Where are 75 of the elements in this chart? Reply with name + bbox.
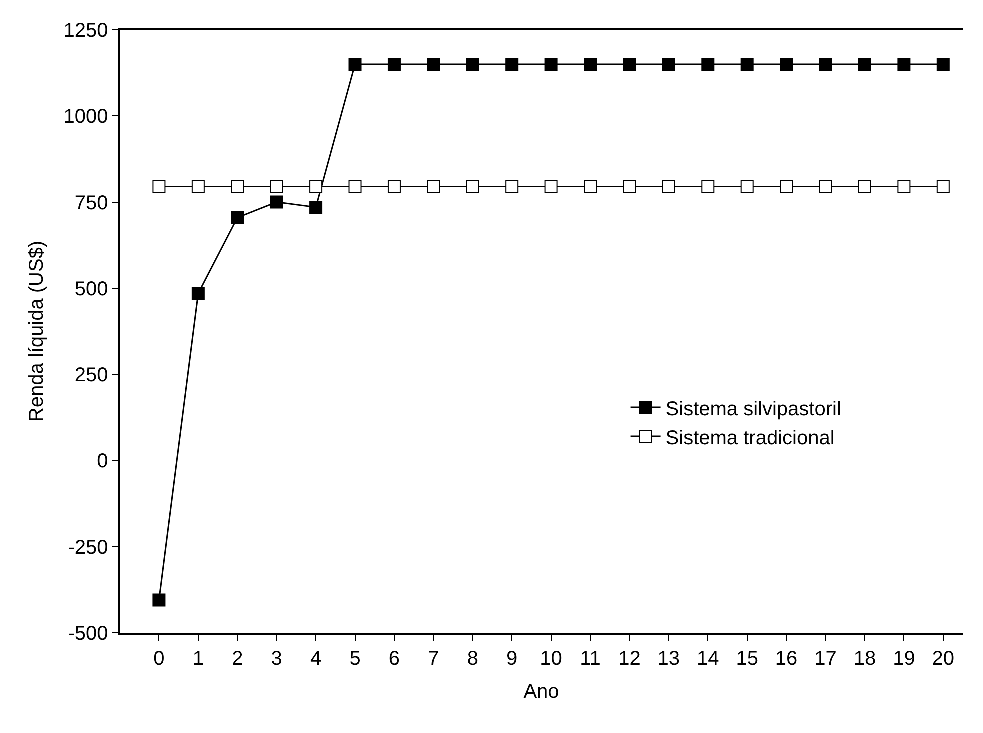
point: [310, 200, 323, 214]
point: [310, 180, 323, 194]
point: [192, 287, 205, 300]
x-tick-label: 0: [154, 648, 165, 670]
x-tick-label: 17: [814, 648, 837, 670]
point: [936, 58, 950, 71]
x-tick-label: 2: [232, 648, 244, 670]
point: [740, 180, 754, 194]
x-axis-title: Ano: [524, 680, 560, 703]
x-tick-label: 13: [658, 648, 680, 670]
point: [858, 180, 872, 194]
x-tick-label: 18: [854, 648, 876, 670]
point: [270, 196, 284, 209]
y-tick-label: 0: [97, 450, 108, 473]
y-tick-label: -250: [68, 536, 108, 559]
y-axis-title: Renda líquida (US$): [26, 240, 48, 422]
point: [584, 58, 598, 71]
x-tick-label: 12: [618, 648, 641, 670]
x-tick-label: 1: [192, 648, 204, 670]
x-tick-label: 10: [540, 648, 562, 670]
y-tick-label: 750: [74, 192, 108, 214]
x-tick-label: 19: [893, 648, 916, 670]
x-tick-label: 4: [310, 648, 322, 670]
point: [702, 180, 715, 194]
y-tick-label: 1000: [64, 106, 108, 128]
x-tick-label: 15: [736, 648, 758, 670]
point: [192, 180, 205, 194]
x-tick-label: 7: [428, 648, 440, 670]
point: [427, 180, 440, 194]
x-tick-label: 6: [388, 648, 400, 670]
point: [819, 58, 832, 71]
x-tick-label: 9: [506, 648, 518, 670]
point: [231, 211, 244, 224]
x-tick-label: 11: [580, 648, 601, 670]
point: [270, 180, 284, 194]
point: [936, 180, 950, 194]
point: [231, 180, 244, 194]
y-tick-label: -500: [68, 623, 108, 645]
point: [623, 58, 636, 71]
y-tick-label: 1250: [64, 20, 108, 42]
point: [152, 180, 166, 194]
point: [858, 58, 872, 71]
point: [466, 58, 480, 71]
point: [506, 58, 519, 71]
x-tick-label: 14: [697, 648, 720, 670]
point: [388, 180, 401, 194]
point: [427, 58, 440, 71]
y-tick-label: 500: [74, 278, 108, 300]
point: [544, 180, 558, 194]
point: [152, 594, 166, 607]
point: [348, 58, 362, 71]
x-tick-label: 5: [350, 648, 361, 670]
point: [819, 180, 832, 194]
legend-label: Sistema silvipastoril: [666, 398, 842, 420]
x-tick-label: 16: [775, 648, 798, 670]
point: [544, 58, 558, 71]
y-tick-label: 250: [74, 364, 108, 387]
x-tick-label: 3: [271, 648, 282, 670]
point: [388, 58, 401, 71]
point: [780, 180, 794, 194]
point: [702, 58, 715, 71]
point: [466, 180, 480, 194]
point: [662, 58, 676, 71]
x-tick-label: 20: [932, 648, 955, 670]
point: [584, 180, 598, 194]
point: [348, 180, 362, 194]
point: [898, 58, 911, 71]
legend-label: Sistema tradicional: [666, 427, 835, 450]
point: [898, 180, 911, 194]
point: [623, 180, 636, 194]
x-tick-label: 8: [467, 648, 478, 670]
point: [740, 58, 754, 71]
point: [780, 58, 794, 71]
point: [506, 180, 519, 194]
point: [662, 180, 676, 194]
